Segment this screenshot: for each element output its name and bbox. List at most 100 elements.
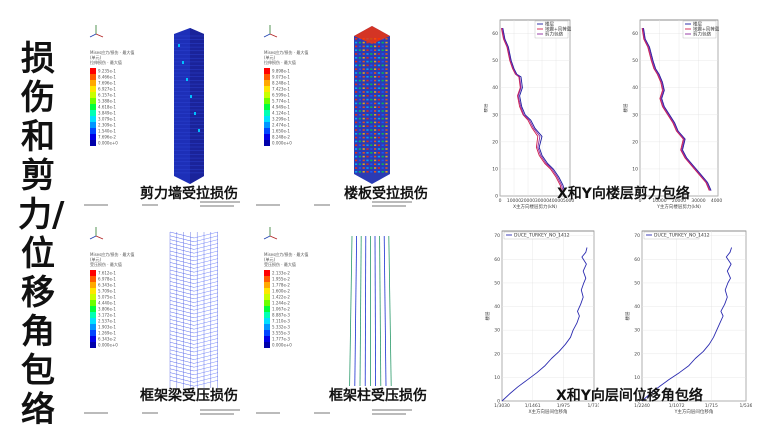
legend-value: 9.898e-1 — [272, 69, 290, 74]
legend-swatch — [90, 282, 96, 288]
legend-swatch — [264, 342, 270, 348]
slab-cell — [370, 95, 373, 97]
column-line — [374, 235, 376, 387]
y-tick-label: 60 — [492, 31, 498, 37]
slab-cell — [362, 76, 365, 78]
beam-line — [193, 262, 219, 269]
legend-value: 6.599e-1 — [272, 93, 290, 98]
slab-cell — [358, 87, 361, 89]
damage-spot — [194, 112, 196, 115]
y-tick-label: 50 — [634, 280, 640, 286]
legend-header-text: 受压损伤 · 最大值 — [264, 261, 296, 267]
legend-value: 3.806e-1 — [98, 307, 116, 312]
beam-line — [193, 341, 219, 349]
slab-cell — [370, 133, 373, 135]
slab-cell — [358, 72, 361, 74]
x-tick-label: 30000 — [535, 198, 549, 204]
axis-x — [95, 33, 104, 38]
legend-swatch — [264, 86, 270, 92]
legend-swatch — [264, 324, 270, 330]
slab-cell — [374, 148, 377, 150]
slab-cell — [358, 167, 361, 169]
legend-entry: 地震+风荷载 — [693, 26, 720, 33]
slab-cell — [355, 57, 358, 59]
slab-cell — [366, 140, 369, 143]
legend-swatch — [264, 300, 270, 306]
y-axis-label: 楼层 — [484, 103, 489, 112]
beam-line — [193, 239, 219, 246]
slab-cell — [370, 64, 373, 67]
slab-cell — [362, 148, 365, 150]
legend-swatch — [264, 104, 270, 110]
slab-cell — [381, 136, 384, 139]
series-line — [641, 28, 710, 191]
slab-cell — [381, 57, 384, 59]
series-line — [500, 28, 563, 191]
y-tick-label: 20 — [634, 351, 640, 357]
slab-cell — [355, 129, 358, 131]
slab-cell — [358, 125, 361, 127]
legend-swatch — [90, 294, 96, 300]
slab-cell — [377, 152, 380, 154]
slab-cell — [374, 60, 377, 63]
slab-cell — [385, 83, 388, 86]
legend-value: 8.887e-3 — [272, 313, 290, 318]
legend-header-text: Mises应力/损伤 · 最大值 — [264, 49, 308, 55]
legend-value: 4.124e-1 — [272, 111, 290, 116]
slab-cell — [381, 98, 384, 101]
x-tick-label: 40000 — [549, 198, 563, 204]
axis-x — [269, 33, 278, 38]
slab-cell — [385, 57, 388, 59]
slab-cell — [381, 167, 384, 169]
x-tick-label: 20000 — [672, 198, 686, 204]
legend-swatch — [264, 116, 270, 122]
slab-cell — [385, 91, 388, 93]
beam-line — [193, 322, 219, 330]
slab-cell — [374, 110, 377, 112]
legend-value: 7.696e-2 — [98, 135, 116, 140]
slab-cell — [377, 41, 380, 44]
slab-cell — [374, 57, 377, 59]
legend-value: 8.466e-1 — [98, 75, 116, 80]
footer-mark — [142, 412, 158, 414]
beam-line — [193, 368, 219, 376]
legend-box — [682, 20, 717, 39]
legend-value: 1.903e-1 — [98, 325, 116, 330]
slab-cell — [358, 49, 361, 51]
series-line — [643, 28, 712, 191]
beam-line — [193, 243, 219, 250]
slab-cell — [381, 102, 384, 105]
plot-area — [501, 230, 595, 402]
slab-cell — [374, 91, 377, 93]
y-tick-label: 50 — [494, 280, 500, 286]
slab-cell — [370, 91, 373, 93]
legend-value: 7.423e-1 — [272, 87, 290, 92]
legend-swatch — [264, 294, 270, 300]
slab-cell — [370, 148, 373, 150]
column-line — [364, 235, 367, 387]
legend-swatch — [90, 336, 96, 342]
slab-cell — [355, 140, 358, 143]
slab-cell — [377, 60, 380, 63]
slab-cell — [358, 79, 361, 82]
y-tick-label: 10 — [494, 375, 500, 381]
beam-line — [169, 250, 195, 258]
slab-cell — [355, 110, 358, 112]
chart-legend: DUCE_TURKEY_NO_1412 — [503, 231, 570, 240]
slab-cell — [377, 45, 380, 48]
slab-cell — [355, 171, 358, 173]
slab-cell — [370, 68, 373, 70]
slab-cell — [366, 102, 369, 105]
legend-swatch — [90, 122, 96, 128]
slab-cell — [358, 68, 361, 70]
slab-cell — [377, 167, 380, 169]
slab-cell — [385, 125, 388, 127]
slab-cell — [362, 167, 365, 169]
beam-line — [169, 243, 195, 250]
slab-cell — [370, 83, 373, 86]
chart-svg: 0 10 20 30 40 50 60 0 10000 20000 30000 40000 Y主方向楼层… — [622, 19, 722, 210]
beam-line — [169, 349, 195, 357]
slab-cell — [385, 171, 388, 173]
beam-line — [169, 360, 195, 368]
